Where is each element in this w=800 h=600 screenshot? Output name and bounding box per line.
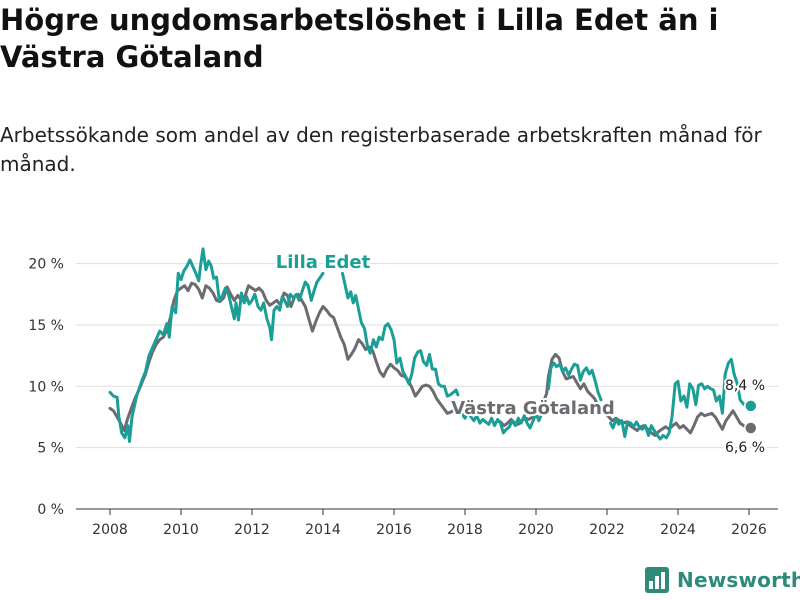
chart-title: Högre ungdomsarbetslöshet i Lilla Edet ä… — [0, 3, 719, 74]
series-line-lilla-edet — [609, 357, 748, 441]
y-tick-label: 15 % — [28, 318, 64, 334]
x-tick-label: 2018 — [447, 522, 483, 538]
x-tick-label: 2022 — [589, 522, 625, 538]
series-line-lilla-edet — [546, 361, 603, 402]
x-tick-label: 2014 — [305, 522, 341, 538]
x-tick-label: 2012 — [234, 522, 270, 538]
end-value-lilla-edet: 8,4 % — [725, 378, 765, 394]
y-tick-label: 20 % — [28, 257, 64, 273]
series-line-lilla-edet — [460, 410, 544, 435]
y-tick-label: 0 % — [37, 502, 64, 518]
bar-chart-logo-icon — [645, 567, 669, 593]
x-tick-label: 2020 — [518, 522, 554, 538]
x-tick-label: 2010 — [163, 522, 199, 538]
newsworthy-brand: Newsworthy — [645, 567, 800, 593]
x-tick-label: 2008 — [92, 522, 128, 538]
x-tick-label: 2026 — [731, 522, 767, 538]
end-value-vastra-gotaland: 6,6 % — [725, 440, 765, 456]
brand-name: Newsworthy — [677, 568, 800, 592]
end-point-vastra-gotaland — [744, 421, 758, 435]
line-chart: 0 % 5 % 10 % 15 % 20 % 2008 2010 2012 2014 2016 20… — [28, 247, 778, 538]
series-label-lilla-edet: Lilla Edet — [276, 252, 371, 273]
chart-subtitle: Arbetssökande som andel av den registerb… — [0, 123, 762, 176]
y-tick-label: 5 % — [37, 441, 64, 457]
series-line-lilla-edet — [108, 247, 325, 443]
series-line-lilla-edet — [341, 271, 460, 398]
x-tick-label: 2024 — [660, 522, 696, 538]
y-tick-label: 10 % — [28, 379, 64, 395]
series-line-vastra-gotaland — [108, 281, 460, 432]
series-label-vastra-gotaland: Västra Götaland — [451, 398, 615, 419]
x-tick-label: 2016 — [376, 522, 412, 538]
end-point-lilla-edet — [744, 399, 758, 413]
